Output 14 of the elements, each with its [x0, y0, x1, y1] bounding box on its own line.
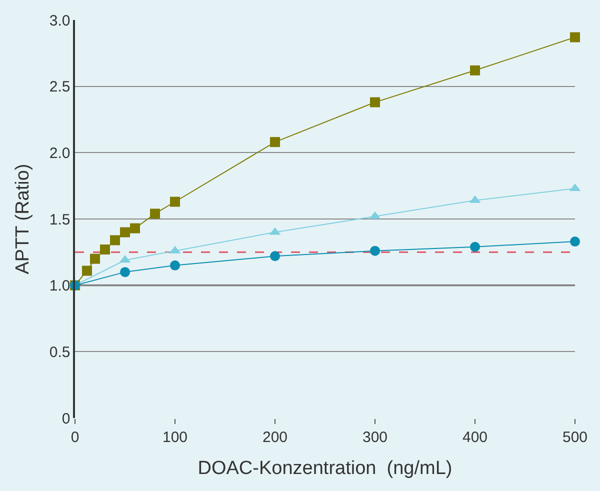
x-axis-title: DOAC-Konzentration (ng/mL)	[198, 458, 452, 479]
y-tick-label: 0	[62, 410, 70, 428]
y-tick-label: 2.0	[49, 144, 70, 162]
y-tick-label: 3.0	[49, 12, 70, 30]
y-tick-label: 2.5	[49, 78, 70, 96]
x-tick-label: 500	[562, 429, 588, 446]
y-tick-label: 1.0	[49, 278, 70, 295]
y-tick-label: 0.5	[49, 344, 70, 361]
x-tick-label: 200	[262, 429, 288, 446]
x-tick-label: 400	[462, 429, 488, 446]
y-axis-title: APTT (Ratio)	[12, 164, 34, 274]
x-tick-label: 300	[362, 429, 388, 446]
x-tick-label: 100	[162, 429, 188, 446]
y-tick-label: 1.5	[49, 211, 70, 228]
